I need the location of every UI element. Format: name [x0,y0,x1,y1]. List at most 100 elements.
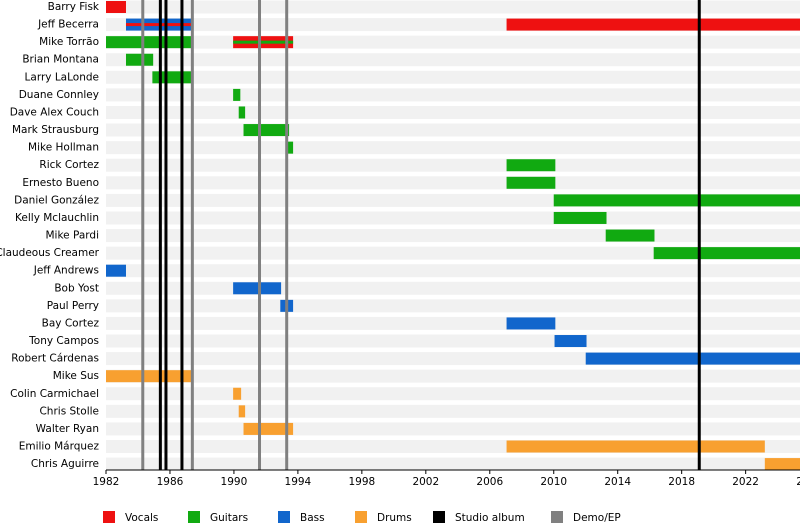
member-label: Duane Connley [19,89,99,101]
member-label: Chris Stolle [39,405,99,417]
member-label: Jeff Andrews [33,265,99,277]
x-tick-label: 2010 [540,476,567,488]
row-band [106,229,800,243]
legend-label: Guitars [210,512,248,524]
member-bar [553,194,800,207]
row-band [106,404,800,418]
row-band [106,422,800,436]
row-band [106,0,800,14]
x-tick-label: 2002 [412,476,439,488]
row-band [106,264,800,278]
row-band [106,53,800,67]
member-label: Daniel González [14,194,99,206]
member-label: Colin Carmichael [10,388,99,400]
member-bar [125,53,154,66]
x-tick-label: 2022 [732,476,759,488]
member-label: Mike Hollman [28,142,99,154]
member-bar [152,71,194,84]
member-label: Kelly Mclauchlin [15,212,99,224]
row-band [106,211,800,225]
legend-swatch [355,511,367,523]
member-bar-stripe [233,40,294,44]
member-label: Mike Sus [53,370,99,382]
row-band [106,299,800,313]
x-tick-label: 1998 [348,476,375,488]
x-tick-label: 2006 [476,476,503,488]
member-label: Mike Torrão [39,36,99,48]
x-tick-label: 1982 [93,476,120,488]
legend-label: Bass [300,512,325,524]
x-tick-label: 1986 [157,476,184,488]
member-bar [553,211,607,224]
legend-swatch [103,511,115,523]
legend-label: Demo/EP [573,512,621,524]
member-bar [238,405,246,418]
member-bar [506,18,800,31]
member-bar [585,352,800,365]
member-bar [233,387,242,400]
row-band [106,387,800,401]
row-band [106,88,800,102]
member-bar [238,106,246,119]
legend-swatch [278,511,290,523]
row-band [106,105,800,119]
member-bar [106,1,126,13]
row-band [106,334,800,348]
member-label: Tony Campos [28,335,99,347]
member-label: Jeff Becerra [37,19,99,31]
member-label: Claudeous Creamer [0,247,100,259]
x-tick-label: 1994 [285,476,312,488]
legend-swatch [551,511,563,523]
member-label: Ernesto Bueno [22,177,99,189]
member-label: Mark Strausburg [12,124,99,136]
member-bar [653,247,800,260]
row-band [106,35,800,49]
row-band [106,158,800,172]
x-tick-label: 2026 [796,476,800,488]
member-label: Mike Pardi [46,230,100,242]
legend-swatch [433,511,445,523]
member-label: Emilio Márquez [19,441,100,453]
legend-swatch [188,511,200,523]
member-label: Bay Cortez [42,317,100,329]
member-label: Barry Fisk [48,1,100,13]
x-tick-label: 1990 [221,476,248,488]
legend-label: Vocals [125,512,158,524]
member-bar [605,229,655,242]
member-bar [506,176,556,189]
row-band [106,176,800,190]
member-bar [554,335,587,348]
member-bar [106,36,194,49]
member-bar [233,282,282,295]
member-label: Robert Cárdenas [11,353,99,365]
member-label: Chris Aguirre [31,458,99,470]
row-band [106,70,800,84]
row-band [106,281,800,295]
legend-label: Drums [377,512,412,524]
member-bar [106,264,126,277]
member-label: Walter Ryan [36,423,99,435]
member-label: Brian Montana [22,54,99,66]
member-bar [506,440,765,453]
member-label: Larry LaLonde [25,71,99,83]
member-bar [243,422,294,435]
member-label: Rick Cortez [39,159,99,171]
member-bar [506,159,556,172]
member-bar [106,370,194,383]
member-bar [243,124,290,137]
legend-label: Studio album [455,512,525,524]
member-label: Paul Perry [47,300,99,312]
row-band [106,123,800,137]
member-bar [233,88,241,101]
row-band [106,457,800,471]
row-band [106,316,800,330]
member-label: Bob Yost [54,282,99,294]
member-label: Dave Alex Couch [10,106,99,118]
member-bar [764,458,800,471]
x-tick-label: 2018 [668,476,695,488]
x-tick-label: 2014 [604,476,631,488]
row-band [106,369,800,383]
member-bar [506,317,556,330]
member-bar [286,141,294,154]
